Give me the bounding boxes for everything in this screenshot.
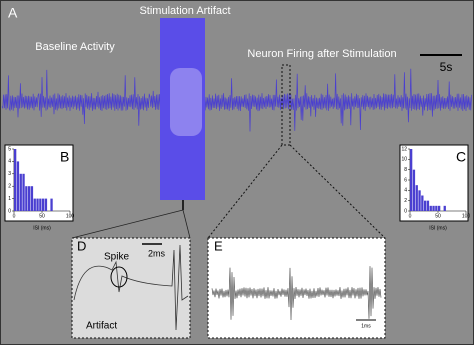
x-tick-label: 50	[435, 213, 441, 219]
x-tick-label: 100	[66, 213, 75, 219]
bar	[418, 190, 421, 211]
bar	[42, 198, 45, 211]
bar	[19, 173, 22, 211]
y-tick-label: 3	[8, 171, 11, 177]
x-tick-label: 50	[39, 213, 45, 219]
x-tick-label: 0	[13, 213, 16, 219]
annotation: Spike	[104, 252, 129, 263]
scale-label: 1ms	[361, 323, 371, 329]
panel-label: D	[77, 238, 86, 253]
bar	[415, 185, 418, 211]
spike-circle	[110, 266, 128, 288]
y-tick-label: 10	[401, 157, 407, 163]
bar	[25, 186, 28, 211]
panel-label: C	[456, 149, 466, 165]
y-tick-label: 4	[8, 159, 11, 165]
annotation: Stimulation Artifact	[139, 5, 230, 17]
y-tick-label: 5	[8, 146, 11, 152]
bar	[36, 198, 39, 211]
connector	[71, 209, 184, 239]
panel-d	[71, 237, 191, 339]
bar	[438, 205, 441, 211]
trace	[73, 244, 189, 331]
y-tick-label: 0	[8, 208, 11, 214]
bar	[22, 173, 25, 211]
panel-label: A	[8, 5, 18, 21]
y-tick-label: 2	[8, 184, 11, 190]
x-axis-label: ISI (ms)	[33, 225, 51, 231]
y-tick-label: 8	[404, 167, 407, 173]
bar	[14, 149, 17, 211]
bar	[426, 200, 430, 211]
stim-glow	[170, 68, 202, 136]
y-tick-label: 1	[8, 196, 11, 202]
annotation: Artifact	[86, 321, 117, 332]
y-tick-label: 2	[404, 198, 407, 204]
bar	[421, 195, 424, 211]
scale-label: 2ms	[148, 248, 166, 258]
annotation: Neuron Firing after Stimulation	[247, 48, 396, 60]
bar	[50, 198, 53, 211]
bar	[412, 169, 416, 211]
y-tick-label: 12	[401, 146, 407, 152]
scale-label: 5s	[440, 60, 453, 74]
bar	[30, 186, 34, 211]
x-tick-label: 100	[462, 213, 471, 219]
panel-e	[207, 237, 386, 339]
bar	[28, 186, 31, 211]
bar	[39, 198, 42, 211]
bar	[424, 200, 427, 211]
bar	[435, 205, 438, 211]
panel-label: B	[60, 149, 69, 165]
y-tick-label: 4	[404, 188, 407, 194]
y-tick-label: 0	[404, 208, 407, 214]
x-tick-label: 0	[409, 213, 412, 219]
annotation: Baseline Activity	[35, 41, 115, 53]
bar	[410, 149, 413, 211]
bar	[16, 161, 20, 211]
bar	[432, 205, 435, 211]
bar	[443, 205, 446, 211]
bar	[33, 198, 36, 211]
y-tick-label: 6	[404, 177, 407, 183]
bar	[44, 198, 48, 211]
panel-label: E	[214, 238, 223, 253]
hist-box	[4, 144, 74, 222]
bar	[429, 205, 432, 211]
zoom-box	[281, 64, 291, 146]
trace-group	[1, 68, 472, 132]
connector	[182, 209, 191, 239]
trace	[1, 68, 472, 132]
trace	[211, 266, 382, 321]
x-axis-label: ISI (ms)	[429, 225, 447, 231]
